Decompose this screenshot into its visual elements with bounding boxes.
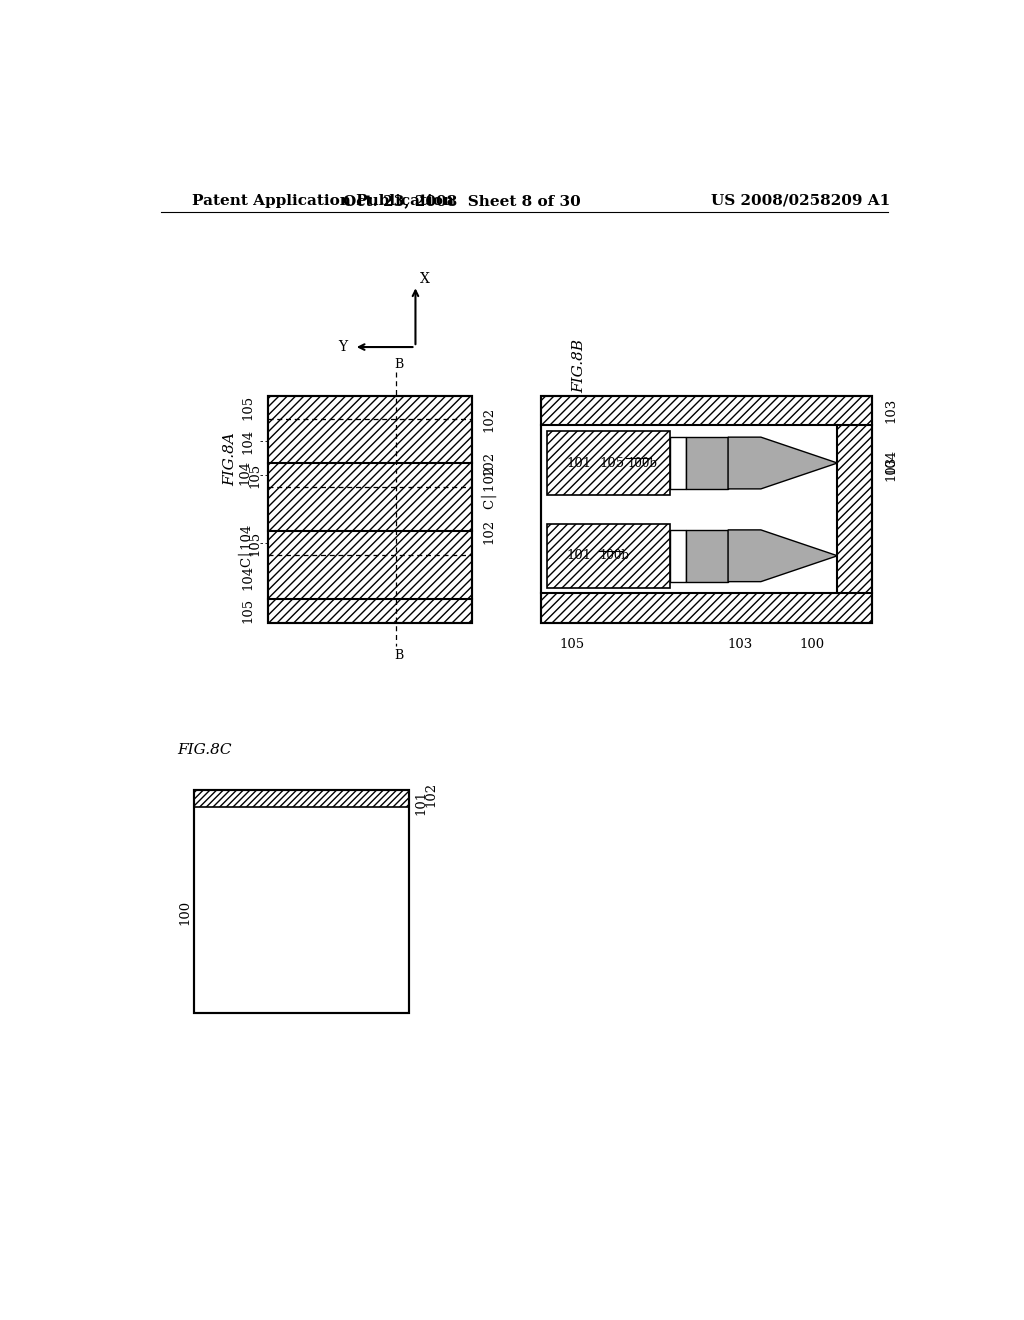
Text: 102: 102: [424, 781, 437, 807]
Text: 105: 105: [248, 463, 261, 488]
Text: 102: 102: [482, 519, 496, 544]
Bar: [686, 437, 728, 488]
Bar: [267, 396, 472, 623]
Text: 101: 101: [415, 789, 427, 814]
Text: 105: 105: [559, 638, 585, 651]
Text: 104: 104: [694, 549, 720, 562]
Text: FIG.8A: FIG.8A: [223, 432, 238, 486]
Text: B: B: [394, 358, 403, 371]
Text: 103: 103: [727, 638, 753, 651]
Bar: [541, 594, 872, 623]
Bar: [671, 437, 686, 488]
Text: 103: 103: [885, 397, 898, 422]
Text: FIG.8B: FIG.8B: [571, 339, 586, 393]
Bar: [671, 529, 686, 582]
Text: FIG.8C: FIG.8C: [177, 743, 231, 756]
Text: 103: 103: [885, 455, 898, 480]
Text: 100: 100: [800, 638, 825, 651]
Text: 104: 104: [694, 457, 720, 470]
Bar: [547, 524, 671, 587]
Bar: [547, 432, 671, 495]
Bar: [267, 396, 472, 623]
Bar: [267, 396, 472, 623]
Text: 102: 102: [482, 451, 496, 477]
Bar: [194, 789, 410, 1014]
Bar: [541, 396, 872, 425]
Bar: [838, 425, 872, 594]
Text: 101: 101: [566, 549, 592, 562]
Text: 100b: 100b: [628, 457, 658, 470]
Text: 104: 104: [242, 429, 255, 454]
Text: 101: 101: [566, 457, 592, 470]
Polygon shape: [728, 529, 838, 582]
Text: C│104: C│104: [238, 524, 253, 568]
Text: B: B: [394, 648, 403, 661]
Bar: [194, 789, 410, 1014]
Text: 100: 100: [178, 900, 190, 925]
Text: 105: 105: [248, 531, 261, 556]
Text: Patent Application Publication: Patent Application Publication: [193, 194, 455, 207]
Text: 105: 105: [242, 598, 255, 623]
Bar: [541, 396, 872, 623]
Text: Y: Y: [339, 341, 348, 354]
Text: Oct. 23, 2008  Sheet 8 of 30: Oct. 23, 2008 Sheet 8 of 30: [343, 194, 581, 207]
Text: 104: 104: [885, 449, 898, 474]
Text: C│102: C│102: [481, 466, 497, 508]
Text: X: X: [420, 272, 430, 286]
Bar: [686, 529, 728, 582]
Bar: [194, 789, 410, 807]
Bar: [547, 524, 671, 587]
Text: 104: 104: [242, 565, 255, 590]
Text: 100b: 100b: [599, 549, 630, 562]
Text: 105: 105: [242, 395, 255, 420]
Text: US 2008/0258209 A1: US 2008/0258209 A1: [711, 194, 890, 207]
Polygon shape: [728, 437, 838, 488]
Text: 104: 104: [239, 461, 252, 486]
Bar: [547, 432, 671, 495]
Text: 102: 102: [482, 407, 496, 432]
Text: 105: 105: [599, 457, 625, 470]
Bar: [541, 396, 872, 623]
